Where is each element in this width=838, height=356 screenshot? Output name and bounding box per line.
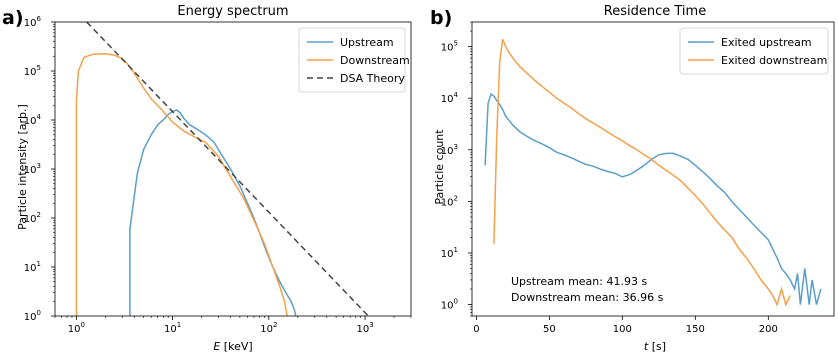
annotation-upstream-mean: Upstream mean: 41.93 s	[511, 275, 647, 288]
panel-b-series-exited-downstream	[493, 38, 791, 307]
panel-a-x-tick-label: 101	[164, 321, 181, 335]
panel-b-y-tick-label: 102	[441, 194, 458, 208]
panel-b-x-tick-label: 0	[473, 324, 479, 335]
panel-b-y-tick-label: 105	[441, 40, 458, 54]
panel-b-x-tick-label: 150	[686, 324, 705, 335]
panel-a-x-tick-label: 100	[68, 321, 85, 335]
panel-b-y-tick-label: 104	[441, 91, 459, 105]
panel-a-y-tick-label: 101	[24, 260, 41, 274]
panel-b-legend-label: Exited upstream	[721, 36, 812, 49]
annotation-downstream-mean: Downstream mean: 36.96 s	[511, 291, 664, 304]
panel-b-xlabel: t [s]	[644, 340, 666, 353]
panel-b-title: Residence Time	[604, 4, 706, 19]
panel-a-y-tick-label: 105	[24, 64, 41, 78]
panel-a-series-downstream	[75, 52, 288, 316]
panel-a-y-tick-label: 103	[24, 162, 41, 176]
panel-a-legend-label: Upstream	[340, 36, 394, 49]
panel-b-frame	[471, 21, 835, 317]
panel-a-legend-label: Downstream	[340, 54, 410, 67]
panel-b-plot: 0 50 100 150 200 100 101 102 103 104 105 Exited ups…	[441, 21, 835, 335]
panel-a-x-tick-label: 103	[356, 321, 373, 335]
panel-b-y-tick-label: 100	[441, 298, 458, 312]
panel-b-label: b)	[430, 7, 452, 29]
panel-a-xlabel-var: E	[213, 340, 220, 353]
panel-b-xlabel-var: t	[644, 340, 649, 353]
panel-b-x-tick-label: 200	[759, 324, 778, 335]
panel-a-plot: 100 101 102 103 100 101 102 103 104 105 106 Upstrea…	[24, 15, 412, 335]
panel-b-xlabel-unit: [s]	[648, 340, 666, 353]
panel-a-xlabel-unit: [keV]	[220, 340, 252, 353]
panel-a-legend-label: DSA Theory	[340, 72, 405, 85]
panel-b-ylabel: Particle count	[433, 129, 446, 205]
panel-b-y-tick-label: 101	[441, 246, 458, 260]
panel-b-x-tick-label: 100	[613, 324, 632, 335]
panel-b-x-tick-label: 50	[543, 324, 556, 335]
panel-b-legend: Exited upstream Exited downstream	[679, 27, 829, 75]
panel-a-x-tick-label: 102	[260, 321, 277, 335]
panel-a-y-tick-label: 104	[24, 113, 42, 127]
panel-a-series-dsa-theory	[86, 22, 369, 316]
panel-a-title: Energy spectrum	[177, 4, 288, 19]
panel-a-ylabel: Particle intensity [arb.]	[16, 104, 29, 230]
panel-a-y-tick-label: 106	[24, 15, 42, 29]
panel-a-y-tick-label: 102	[24, 211, 41, 225]
panel-b-y-tick-label: 103	[441, 143, 458, 157]
panel-a-xlabel: E [keV]	[213, 340, 252, 353]
panel-a-y-tick-label: 100	[24, 309, 41, 323]
panel-b-legend-label: Exited downstream	[721, 54, 827, 67]
panel-a-legend: Upstream Downstream DSA Theory	[298, 27, 410, 93]
panel-b-series-exited-upstream	[484, 92, 822, 305]
panel-a-series-upstream	[129, 109, 297, 316]
panel-a-label: a)	[2, 7, 24, 29]
